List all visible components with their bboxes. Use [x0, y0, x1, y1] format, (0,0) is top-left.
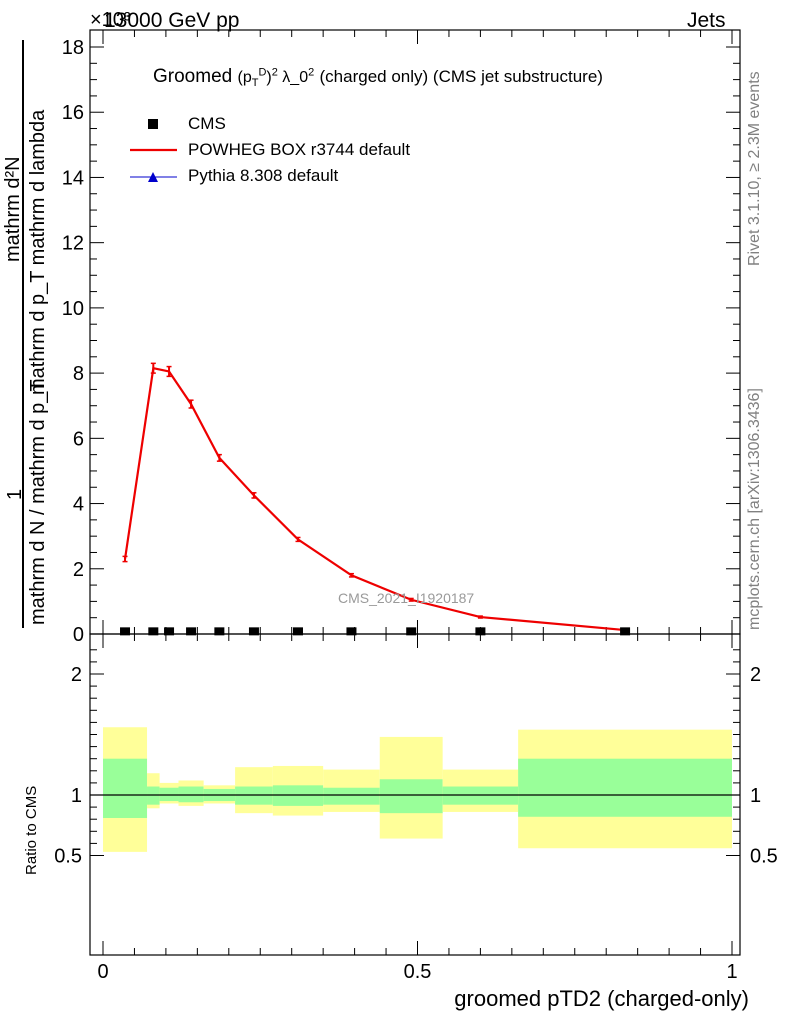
y-tick-label: 16 [62, 102, 84, 124]
ratio-axis-label: Ratio to CMS [23, 785, 40, 875]
cms-data-point [406, 627, 417, 636]
y-tick-label: 0 [73, 624, 84, 646]
energy-label: 13000 GeV pp [104, 9, 240, 32]
legend-marker-cms [148, 119, 158, 129]
cms-data-point [214, 627, 225, 636]
title-formula: (pTD)2 λ_02 [237, 66, 315, 90]
cms-data-point [248, 627, 259, 636]
cms-data-point [186, 627, 197, 636]
cms-data-point [148, 627, 159, 636]
ratio-band-inner [147, 786, 160, 805]
plot-title: Groomed (pTD)2 λ_02 (charged only) (CMS … [153, 66, 603, 89]
y-tick-label: 2 [73, 559, 84, 581]
y-tick-label: 10 [62, 298, 84, 320]
y-axis-fraction-bar [22, 40, 24, 628]
ratio-y-tick-label-left: 0.5 [54, 846, 82, 868]
ratio-band-inner [442, 786, 519, 805]
ratio-y-tick-label-left: 1 [71, 785, 82, 807]
exponent-label: ×10³ [90, 9, 131, 31]
x-tick-label: 0.5 [404, 961, 432, 983]
legend-label-pythia: Pythia 8.308 default [188, 166, 339, 185]
ratio-band-inner [323, 787, 380, 805]
title-main: Groomed [153, 66, 233, 87]
legend-label-powheg: POWHEG BOX r3744 default [188, 140, 411, 159]
cms-data-point [346, 627, 357, 636]
ratio-band-inner [235, 786, 273, 805]
ratio-band-inner [103, 758, 148, 818]
legend-label-cms: CMS [188, 114, 226, 133]
ratio-y-tick-label-right: 0.5 [750, 846, 778, 868]
y-tick-label: 18 [62, 37, 84, 59]
y-tick-label: 8 [73, 363, 84, 385]
x-tick-label: 0 [97, 961, 108, 983]
ratio-band-inner [379, 779, 443, 814]
mcplots-label: mcplots.cern.ch [arXiv:1306.3436] [746, 388, 763, 630]
ratio-band-inner [518, 758, 732, 817]
y-tick-label: 12 [62, 233, 84, 255]
cms-data-point [120, 627, 131, 636]
legend-marker-pythia [148, 172, 158, 182]
y-axis-label-denominator: mathrm d p_T mathrm d lambda [27, 110, 50, 395]
y-tick-label: 4 [73, 494, 84, 516]
ratio-y-tick-label-right: 2 [750, 664, 761, 686]
ratio-y-tick-label-right: 1 [750, 785, 761, 807]
y-tick-label: 14 [62, 167, 84, 189]
x-tick-label: 1 [726, 961, 737, 983]
ratio-band-inner [178, 786, 204, 803]
cms-data-point [292, 627, 303, 636]
x-axis-label: groomed pTD2 (charged-only) [454, 986, 749, 1011]
ratio-band-inner [159, 787, 179, 802]
ratio-band-inner [272, 785, 324, 806]
title-rest: (charged only) (CMS jet substructure) [319, 67, 603, 86]
jets-label: Jets [687, 9, 726, 32]
y-tick-label: 6 [73, 428, 84, 450]
rivet-label: Rivet 3.1.10, ≥ 2.3M events [746, 71, 763, 266]
cms-data-point [164, 627, 175, 636]
ratio-y-tick-label-left: 2 [71, 664, 82, 686]
y-axis-label-denominator-text: mathrm d p_T mathrm d lambda [27, 109, 49, 395]
cms-data-point [620, 627, 631, 636]
y-axis-label-denominator-top: mathrm d N / mathrm d p_T [27, 379, 49, 625]
cms-data-point [475, 627, 486, 636]
analysis-watermark: CMS_2021_I1920187 [338, 590, 475, 606]
